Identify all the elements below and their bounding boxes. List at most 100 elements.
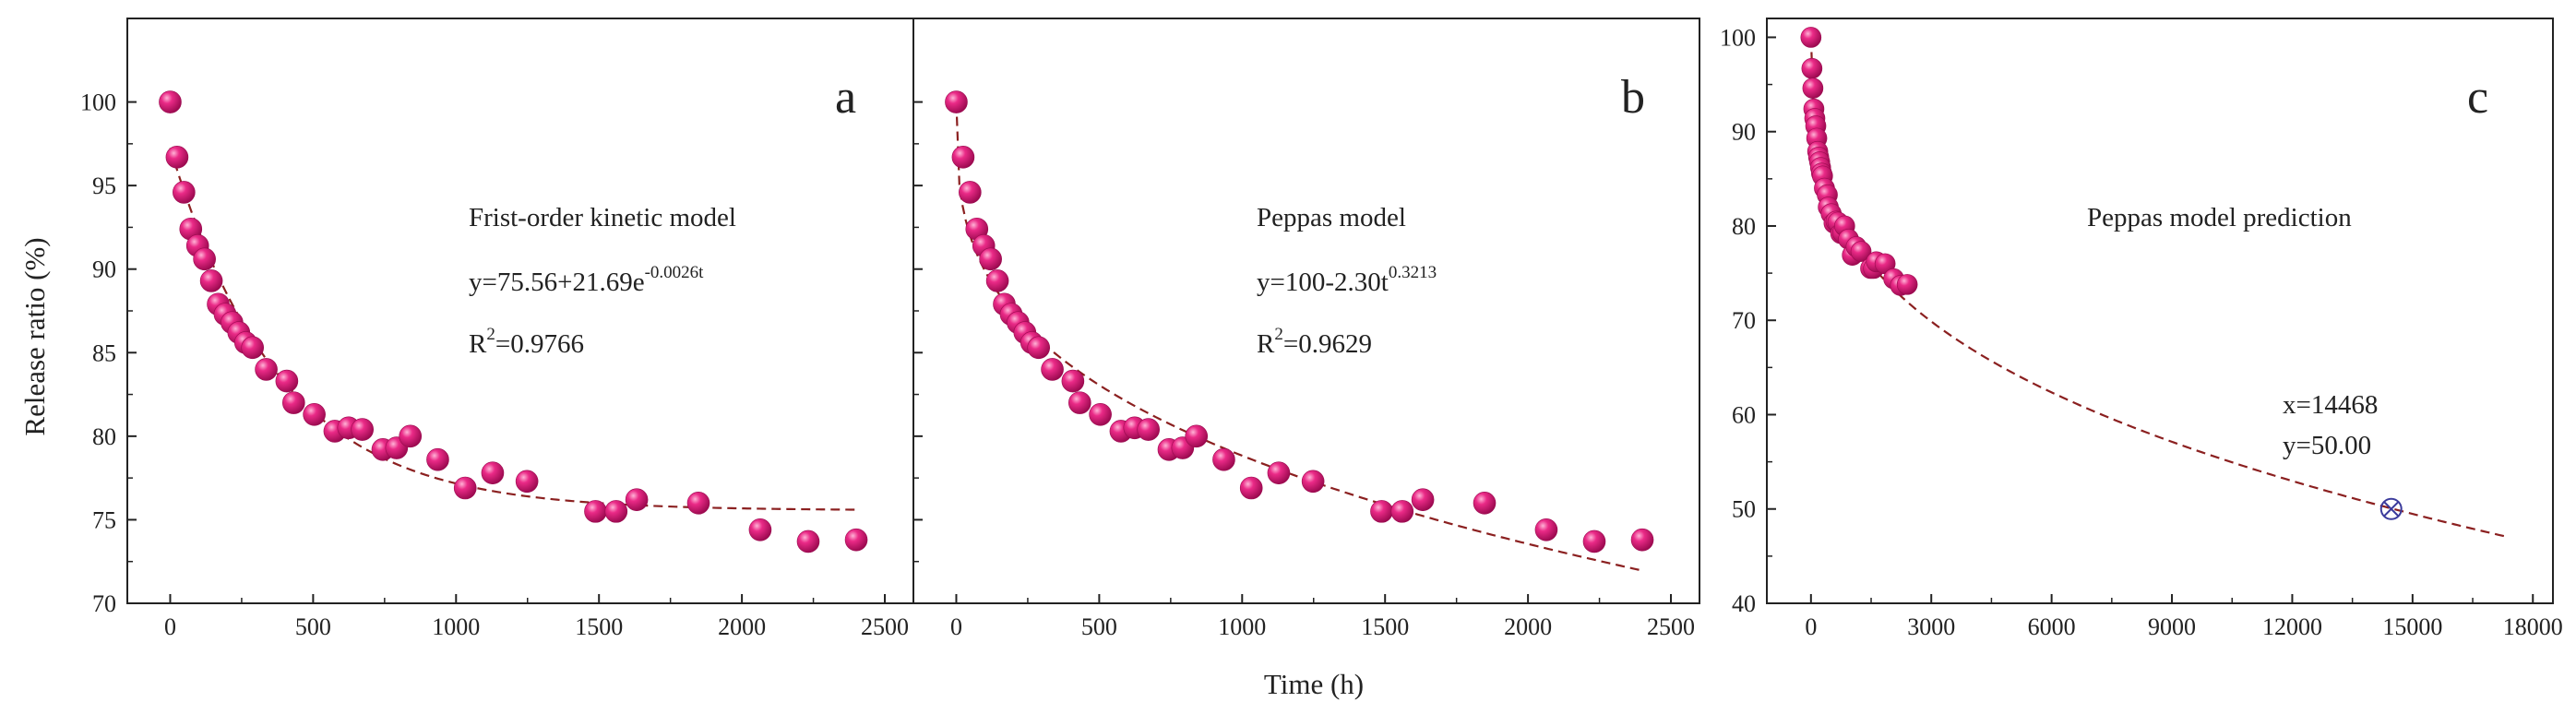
x-tick-label-a: 2000 (718, 613, 766, 640)
data-point-b (1630, 528, 1654, 552)
data-points-a (159, 90, 868, 553)
r-squared-sup-a: 2 (486, 325, 495, 344)
y-tick-label-a: 75 (92, 506, 116, 533)
model-title-b: Peppas model (1257, 203, 1406, 232)
data-point-a (796, 530, 820, 553)
r-squared-sup-b: 2 (1274, 325, 1283, 344)
prediction-point-circle (2379, 497, 2403, 520)
data-point-a (173, 181, 196, 204)
data-point-a (481, 461, 505, 485)
x-tick-label-c: 15000 (2382, 613, 2442, 640)
x-tick-label-c: 12000 (2262, 613, 2322, 640)
data-point-b (1027, 336, 1050, 360)
data-point-b (1068, 391, 1091, 414)
data-point-b (1267, 461, 1291, 485)
data-point-b (1137, 418, 1160, 441)
y-tick-label-a: 70 (92, 590, 116, 617)
data-point-c (1896, 274, 1918, 295)
panel-letter-c: c (2467, 71, 2488, 124)
y-tick-label-a: 100 (80, 89, 116, 116)
data-point-a (165, 146, 189, 169)
data-point-b (1061, 369, 1085, 393)
data-point-b (985, 269, 1009, 292)
y-tick-label-c: 60 (1732, 401, 1756, 428)
data-points-b (945, 90, 1654, 553)
equation-base-b: y=100-2.30t (1257, 268, 1389, 297)
data-point-b (945, 90, 968, 113)
x-tick-label-c: 6000 (2028, 613, 2076, 640)
data-point-a (844, 528, 868, 552)
x-tick-label-c: 9000 (2148, 613, 2196, 640)
data-point-a (453, 476, 477, 500)
data-point-b (1212, 447, 1235, 471)
r-squared-prefix-a: R (469, 329, 487, 359)
x-tick-label-a: 1000 (432, 613, 480, 640)
data-point-a (351, 418, 374, 441)
data-point-b (1390, 500, 1414, 523)
data-point-b (1370, 500, 1393, 523)
y-tick-label-c: 40 (1732, 590, 1756, 617)
x-tick-label-b: 500 (1081, 613, 1117, 640)
data-point-b (1473, 492, 1497, 515)
data-point-b (959, 181, 982, 204)
data-point-a (584, 500, 607, 523)
data-point-a (199, 269, 223, 292)
data-point-a (748, 518, 772, 541)
data-point-a (686, 492, 710, 515)
data-point-b (1239, 476, 1263, 500)
x-tick-label-c: 3000 (1907, 613, 1955, 640)
y-axis-title: Release ratio (%) (18, 237, 51, 435)
r-squared-a: R2=0.9766 (469, 325, 584, 359)
data-point-c (1800, 27, 1822, 48)
equation-exponent-b: 0.3213 (1389, 263, 1437, 282)
y-tick-label-c: 70 (1732, 307, 1756, 334)
model-title-a: Frist-order kinetic model (469, 203, 736, 232)
data-point-b (951, 146, 975, 169)
fit-curve-b (955, 101, 1643, 572)
x-tick-label-a: 500 (295, 613, 331, 640)
model-title-c: Peppas model prediction (2087, 203, 2352, 232)
equation-exponent-a: -0.0026t (645, 263, 705, 282)
data-point-a (159, 90, 182, 113)
data-point-a (625, 488, 649, 511)
x-tick-label-a: 1500 (575, 613, 623, 640)
data-point-c (1850, 241, 1872, 262)
x-tick-label-c: 0 (1805, 613, 1817, 640)
x-tick-label-a: 0 (164, 613, 176, 640)
data-point-b (1185, 424, 1209, 448)
r-squared-value-a: =0.9766 (495, 329, 584, 359)
data-point-c (1801, 57, 1823, 79)
data-point-b (1582, 530, 1606, 553)
x-tick-label-a: 2500 (861, 613, 909, 640)
data-point-b (1534, 518, 1558, 541)
equation-b: y=100-2.30t0.3213 (1257, 263, 1437, 297)
data-point-a (604, 500, 628, 523)
data-point-a (303, 403, 326, 426)
panel-c: 0 3000 6000 9000 12000 15000 18000 40 50 60 70 80 90… (1720, 18, 2563, 640)
data-point-b (1089, 403, 1112, 426)
data-point-a (282, 391, 305, 414)
y-tick-label-a: 95 (92, 173, 116, 199)
data-point-a (426, 447, 449, 471)
y-tick-label-c: 80 (1732, 213, 1756, 240)
data-point-a (275, 369, 299, 393)
panel-letter-b: b (1621, 71, 1645, 124)
panel-b: 0 500 1000 1500 2000 2500 b Peppas model y=10… (912, 18, 1700, 640)
plot-frame-a (126, 18, 914, 604)
y-tick-label-a: 90 (92, 256, 116, 283)
data-point-a (515, 470, 539, 494)
data-point-b (1411, 488, 1435, 511)
x-axis-title: Time (h) (1264, 668, 1364, 700)
panel-letter-a: a (835, 71, 856, 124)
equation-a: y=75.56+21.69e-0.0026t (469, 263, 704, 297)
r-squared-b: R2=0.9629 (1257, 325, 1372, 359)
r-squared-prefix-b: R (1257, 329, 1275, 359)
y-tick-label-c: 100 (1720, 24, 1756, 51)
x-tick-label-b: 1000 (1218, 613, 1266, 640)
prediction-point-cross (2383, 501, 2399, 517)
panel-a: 0 500 1000 1500 2000 2500 70 75 80 85 90 95 100 a Fr… (80, 18, 914, 640)
x-tick-label-b: 1500 (1361, 613, 1409, 640)
data-point-a (399, 424, 423, 448)
data-point-a (255, 358, 278, 381)
